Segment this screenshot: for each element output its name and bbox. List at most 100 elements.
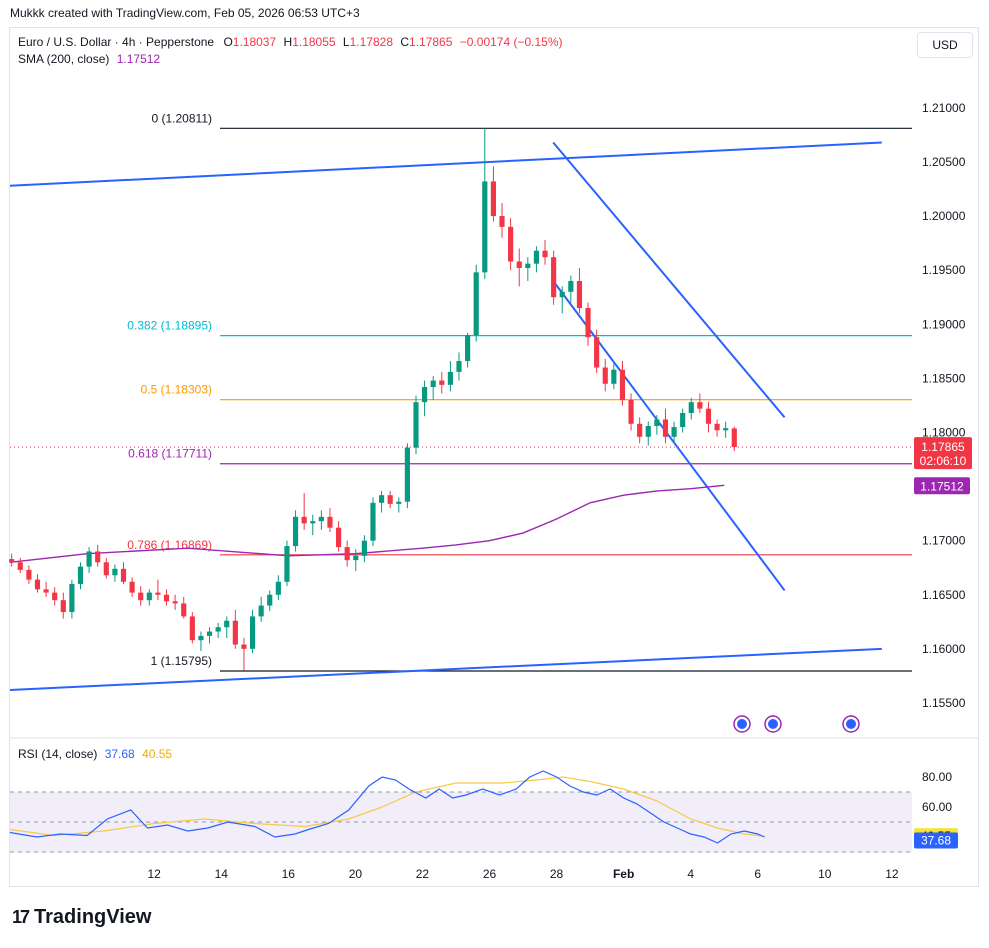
price-tick-label: 1.19500 bbox=[922, 263, 966, 277]
candle-body bbox=[95, 551, 101, 563]
currency-button[interactable]: USD bbox=[917, 32, 973, 58]
time-tick-label: 20 bbox=[349, 867, 363, 881]
rsi-tick-label: 60.00 bbox=[922, 800, 952, 814]
candle-body bbox=[533, 250, 540, 264]
candle-body bbox=[551, 257, 557, 298]
candle-body bbox=[361, 540, 367, 556]
candle-body bbox=[103, 562, 109, 576]
event-dot-icon bbox=[737, 719, 747, 729]
tradingview-brand[interactable]: 17 TradingView bbox=[12, 906, 151, 929]
candle-body bbox=[525, 263, 531, 268]
candle-body bbox=[430, 380, 436, 388]
candle-body bbox=[353, 555, 359, 561]
time-tick-label: 22 bbox=[416, 867, 430, 881]
candle-body bbox=[619, 369, 626, 400]
price-tick-label: 1.21000 bbox=[922, 101, 966, 115]
time-tick-label: 28 bbox=[550, 867, 564, 881]
candle-body bbox=[542, 250, 548, 258]
price-tick-label: 1.18000 bbox=[922, 425, 966, 439]
candle-body bbox=[275, 581, 281, 595]
candle-body bbox=[120, 568, 127, 582]
price-tick-label: 1.16000 bbox=[922, 642, 966, 656]
time-tick-label: 12 bbox=[148, 867, 162, 881]
price-tick-label: 1.15500 bbox=[922, 696, 966, 710]
candle-body bbox=[129, 581, 135, 593]
candle-body bbox=[731, 428, 737, 448]
candle-body bbox=[60, 600, 66, 613]
candle-body bbox=[146, 592, 152, 601]
candle-body bbox=[697, 402, 703, 409]
candle-body bbox=[258, 605, 264, 617]
candle-body bbox=[241, 644, 247, 649]
countdown-badge-text: 02:06:10 bbox=[920, 454, 967, 468]
candle-body bbox=[396, 501, 402, 504]
candle-body bbox=[637, 423, 643, 437]
candle-body bbox=[516, 261, 522, 268]
candle-body bbox=[206, 631, 213, 636]
sma-price-badge-text: 1.17512 bbox=[920, 479, 964, 493]
candle-body bbox=[327, 516, 333, 528]
event-dot-icon bbox=[768, 719, 778, 729]
symbol-name[interactable]: Euro / U.S. Dollar · 4h · Pepperstone bbox=[18, 35, 215, 49]
candle-body bbox=[292, 516, 299, 547]
sma-price-badge bbox=[914, 477, 970, 495]
candle-body bbox=[284, 546, 290, 582]
time-tick-label: 4 bbox=[687, 867, 694, 881]
rsi-label: RSI (14, close) bbox=[18, 747, 98, 761]
tradingview-logo-icon: 17 bbox=[12, 907, 30, 927]
candle-body bbox=[215, 627, 221, 632]
candle-body bbox=[344, 547, 350, 561]
candle-body bbox=[26, 569, 32, 580]
candle-body bbox=[473, 272, 479, 336]
candle-body bbox=[267, 594, 273, 606]
candle-body bbox=[680, 412, 686, 428]
credit-text: Mukkk created with TradingView.com, Feb … bbox=[10, 6, 360, 20]
ohlc-open: 1.18037 bbox=[232, 35, 277, 49]
candle-body bbox=[155, 592, 161, 595]
candle-body bbox=[594, 337, 600, 368]
candle-body bbox=[714, 423, 720, 431]
candle-body bbox=[456, 361, 462, 372]
time-tick-label: 12 bbox=[885, 867, 899, 881]
candle-body bbox=[387, 495, 393, 504]
time-tick-label: 6 bbox=[754, 867, 761, 881]
price-tick-label: 1.16500 bbox=[922, 588, 966, 602]
price-tick-label: 1.19000 bbox=[922, 317, 966, 331]
price-tick-label: 1.18500 bbox=[922, 371, 966, 385]
fib-level-label: 0.5 (1.18303) bbox=[141, 383, 212, 397]
candle-body bbox=[628, 400, 634, 424]
candle-body bbox=[189, 616, 195, 641]
time-tick-label: 10 bbox=[818, 867, 832, 881]
ohlc-low-label: L bbox=[342, 35, 350, 49]
candle-body bbox=[379, 495, 385, 503]
candle-body bbox=[43, 589, 49, 593]
candle-body bbox=[77, 566, 84, 584]
candle-body bbox=[163, 594, 170, 602]
rsi-ma-value: 40.55 bbox=[142, 747, 173, 761]
ohlc-close: 1.17865 bbox=[409, 35, 453, 49]
sma-legend[interactable]: SMA (200, close) 1.17512 bbox=[18, 52, 160, 66]
event-dot-icon bbox=[846, 719, 856, 729]
price-tick-label: 1.20500 bbox=[922, 155, 966, 169]
fib-level-label: 0 (1.20811) bbox=[152, 111, 213, 125]
candle-body bbox=[310, 521, 316, 524]
rsi-legend[interactable]: RSI (14, close) 37.68 40.55 bbox=[18, 747, 172, 761]
candle-body bbox=[172, 601, 178, 604]
candle-body bbox=[439, 380, 445, 385]
last-price-badge-text: 1.17865 bbox=[921, 440, 965, 454]
candle-body bbox=[508, 226, 514, 262]
fib-level-label: 1 (1.15795) bbox=[151, 654, 212, 668]
candle-body bbox=[447, 371, 453, 385]
candle-body bbox=[198, 635, 204, 641]
ohlc-open-label: O bbox=[223, 35, 233, 49]
candle-body bbox=[112, 568, 118, 576]
time-tick-label: 26 bbox=[483, 867, 497, 881]
rsi-ma-line bbox=[9, 776, 765, 837]
channel-trendline bbox=[9, 647, 882, 691]
candle-body bbox=[602, 367, 608, 384]
rsi-line bbox=[9, 770, 765, 844]
price-tick-label: 1.20000 bbox=[922, 209, 966, 223]
ohlc-close-label: C bbox=[400, 35, 410, 49]
time-tick-label: Feb bbox=[613, 867, 634, 881]
